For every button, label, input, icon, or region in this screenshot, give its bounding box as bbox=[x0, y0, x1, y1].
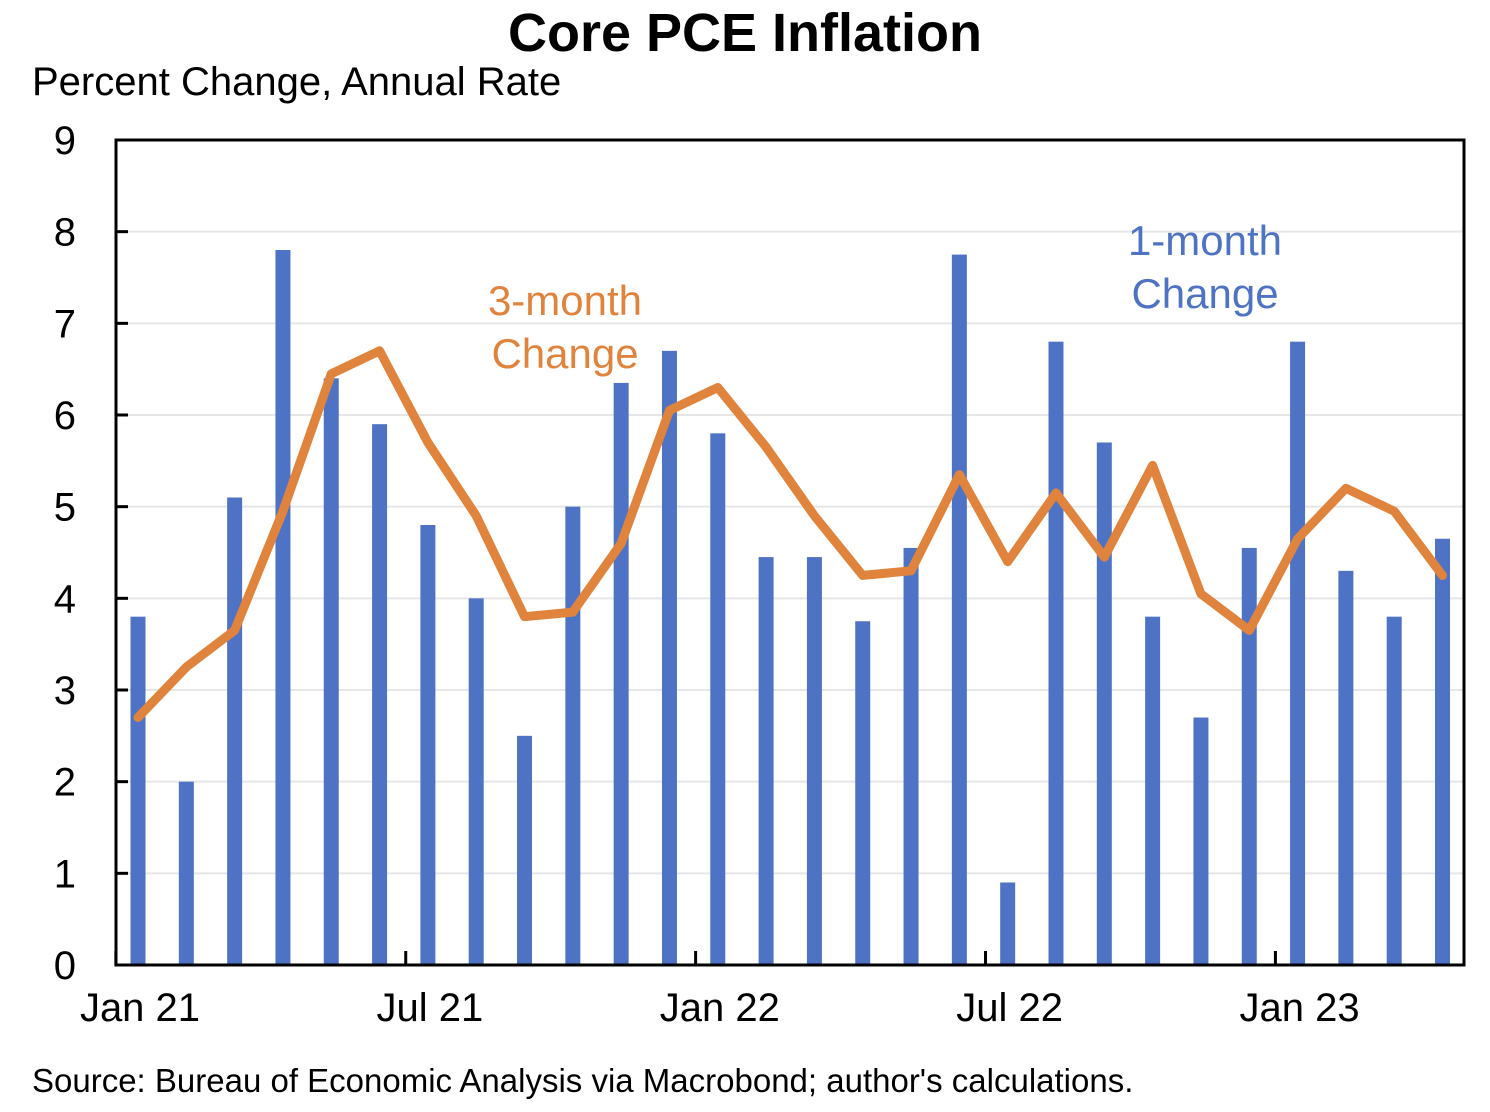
annotations: 3-month Change 1-month Change bbox=[488, 217, 1282, 377]
bar-1-month bbox=[1241, 547, 1257, 965]
axes bbox=[114, 138, 1466, 967]
bar-1-month bbox=[1290, 341, 1306, 966]
source-note: Source: Bureau of Economic Analysis via … bbox=[32, 1062, 1134, 1099]
bar-1-month bbox=[1145, 616, 1161, 965]
bar-1-month bbox=[565, 506, 581, 965]
y-tick-label: 7 bbox=[54, 302, 76, 346]
series-annotation: 1-month bbox=[1128, 217, 1282, 264]
bar-1-month bbox=[420, 525, 436, 965]
bar-1-month bbox=[613, 382, 629, 966]
series-annotation: 3-month bbox=[488, 277, 642, 324]
x-tick-label: Jul 22 bbox=[956, 986, 1063, 1030]
bar-1-month bbox=[710, 433, 726, 965]
line-3-month bbox=[133, 346, 1447, 722]
bar-1-month bbox=[130, 616, 146, 965]
series-annotation: Change bbox=[1131, 270, 1278, 317]
line-series-3-month bbox=[133, 346, 1447, 722]
bar-1-month bbox=[1435, 538, 1451, 965]
x-tick-label: Jul 21 bbox=[377, 986, 484, 1030]
chart-title: Core PCE Inflation bbox=[507, 3, 983, 63]
y-tick-label: 2 bbox=[54, 761, 76, 805]
bar-1-month bbox=[323, 378, 339, 965]
x-tick-label: Jan 23 bbox=[1240, 986, 1360, 1030]
x-tick-label: Jan 22 bbox=[660, 986, 780, 1030]
chart-subtitle: Percent Change, Annual Rate bbox=[32, 60, 562, 104]
series-annotation: Change bbox=[491, 330, 638, 377]
bar-1-month bbox=[855, 621, 871, 965]
bar-1-month bbox=[758, 557, 774, 965]
y-tick-label: 6 bbox=[54, 394, 76, 438]
bar-1-month bbox=[661, 350, 677, 965]
bar-1-month bbox=[1048, 341, 1064, 966]
bar-1-month bbox=[372, 424, 388, 966]
bar-1-month bbox=[275, 250, 291, 965]
gridlines bbox=[116, 230, 1464, 875]
x-tick-label: Jan 21 bbox=[80, 986, 200, 1030]
bar-1-month bbox=[1386, 616, 1402, 965]
bar-1-month bbox=[227, 497, 243, 965]
y-tick-label: 5 bbox=[54, 486, 76, 530]
bar-1-month bbox=[1338, 570, 1354, 965]
bar-1-month bbox=[1193, 717, 1209, 965]
y-tick-label: 9 bbox=[54, 119, 76, 163]
bar-1-month bbox=[517, 735, 533, 965]
bar-1-month bbox=[951, 254, 967, 966]
y-tick-label: 4 bbox=[54, 577, 76, 621]
bar-1-month bbox=[1096, 442, 1112, 965]
bar-1-month bbox=[468, 598, 484, 965]
y-tick-label: 0 bbox=[54, 944, 76, 988]
y-tick-label: 1 bbox=[54, 852, 76, 896]
tick-labels: 0 1 2 3 4 5 6 7 8 9 Jan 21 Jul 21 Jan 22 Jul 22 Jan 23 bbox=[54, 119, 1360, 1030]
bar-1-month bbox=[1000, 882, 1016, 965]
bar-1-month bbox=[178, 781, 194, 965]
y-tick-label: 3 bbox=[54, 669, 76, 713]
bar-1-month bbox=[806, 557, 822, 965]
bar-1-month bbox=[903, 547, 919, 965]
plot-frame bbox=[114, 138, 1466, 967]
bar-series-1-month bbox=[130, 250, 1451, 966]
y-tick-label: 8 bbox=[54, 211, 76, 255]
